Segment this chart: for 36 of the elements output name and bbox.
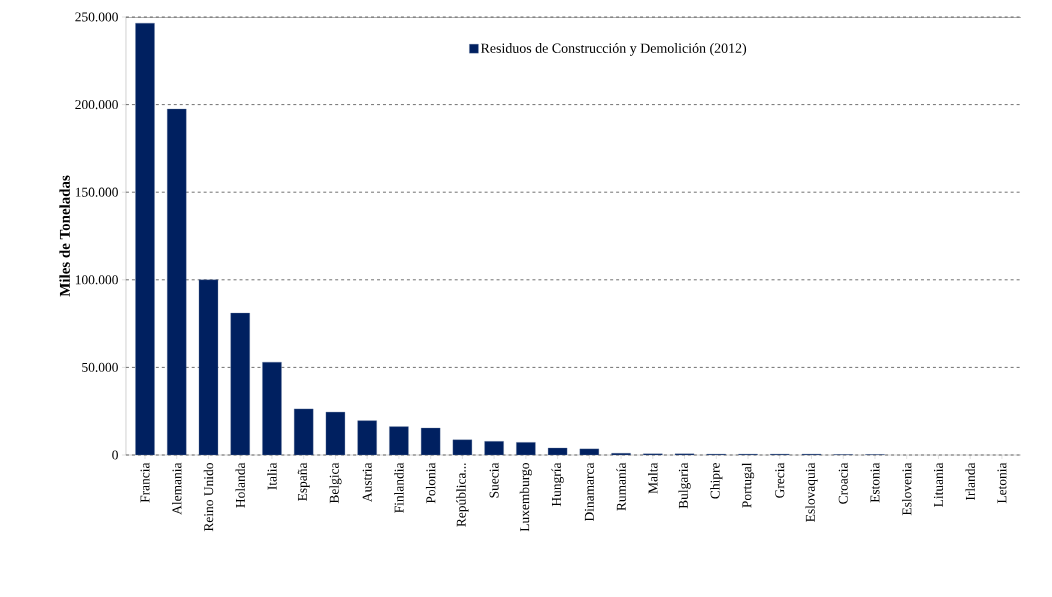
x-tick-label: Portugal: [741, 462, 755, 508]
x-tick-label: Eslovenia: [901, 462, 912, 516]
x-tick-label: Alemania: [172, 462, 182, 515]
x-tick-label: Croacia: [838, 462, 848, 504]
y-tick-label: 0: [112, 450, 118, 460]
x-tick-label: Holanda: [235, 462, 245, 508]
x-tick-label: Luxemburgo: [519, 463, 532, 532]
y-tick-label: 100.000: [75, 275, 118, 285]
x-tick-label: Bulgaria: [678, 462, 691, 509]
x-tick-label: Grecia: [775, 462, 785, 498]
y-tick-label: 50.000: [82, 362, 118, 372]
y-tick-label: 200.000: [75, 100, 118, 110]
x-tick-label: Francia: [140, 462, 150, 503]
y-axis-title: Miles de Toneladas: [59, 175, 70, 297]
x-tick-label: Reino Unido: [203, 463, 214, 532]
x-tick-label: Suecia: [489, 462, 499, 498]
x-tick-label: Dinamarca: [584, 462, 594, 522]
x-tick-label: Italia: [267, 462, 277, 490]
x-tick-label: Lituania: [933, 462, 943, 507]
legend-label: Residuos de Construcción y Demolición (2012): [480, 43, 747, 56]
x-tick-label: Rumanía: [616, 462, 626, 511]
x-tick-label: Malta: [648, 462, 658, 494]
x-tick-label: República...: [456, 463, 469, 527]
y-tick-label: 250.000: [75, 12, 118, 22]
x-tick-label: Austria: [362, 462, 372, 502]
x-tick-label: Eslovaquia: [805, 462, 818, 522]
x-tick-label: Finlandia: [394, 462, 404, 513]
x-tick-label: Letonia: [997, 462, 1007, 504]
x-tick-label: España: [297, 462, 310, 501]
y-tick-label: 150.000: [75, 187, 118, 197]
x-tick-label: Polonia: [425, 462, 436, 504]
x-tick-label: Chipre: [710, 462, 723, 499]
x-tick-label: Hungría: [551, 462, 564, 507]
x-tick-label: Irlanda: [965, 462, 975, 501]
x-tick-label: Estonia: [870, 462, 880, 503]
x-tick-label: Belgica: [329, 462, 342, 504]
